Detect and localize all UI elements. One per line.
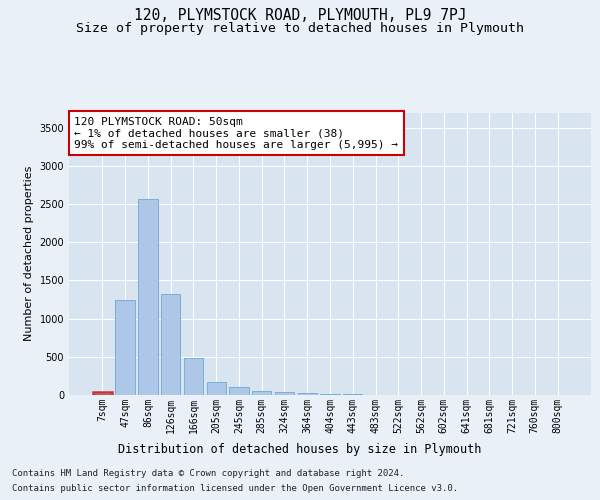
Text: 120 PLYMSTOCK ROAD: 50sqm
← 1% of detached houses are smaller (38)
99% of semi-d: 120 PLYMSTOCK ROAD: 50sqm ← 1% of detach…: [74, 116, 398, 150]
Text: Contains HM Land Registry data © Crown copyright and database right 2024.: Contains HM Land Registry data © Crown c…: [12, 469, 404, 478]
Bar: [93, 392, 112, 395]
Bar: [115, 300, 135, 395]
Bar: [138, 199, 158, 395]
Bar: [161, 294, 181, 395]
Bar: [343, 394, 362, 395]
Bar: [275, 392, 294, 395]
Bar: [320, 394, 340, 395]
Text: Contains public sector information licensed under the Open Government Licence v3: Contains public sector information licen…: [12, 484, 458, 493]
Bar: [184, 358, 203, 395]
Text: Distribution of detached houses by size in Plymouth: Distribution of detached houses by size …: [118, 442, 482, 456]
Bar: [229, 388, 248, 395]
Bar: [298, 392, 317, 395]
Text: 120, PLYMSTOCK ROAD, PLYMOUTH, PL9 7PJ: 120, PLYMSTOCK ROAD, PLYMOUTH, PL9 7PJ: [134, 8, 466, 22]
Text: Size of property relative to detached houses in Plymouth: Size of property relative to detached ho…: [76, 22, 524, 35]
Y-axis label: Number of detached properties: Number of detached properties: [24, 166, 34, 342]
Bar: [206, 382, 226, 395]
Bar: [252, 391, 271, 395]
